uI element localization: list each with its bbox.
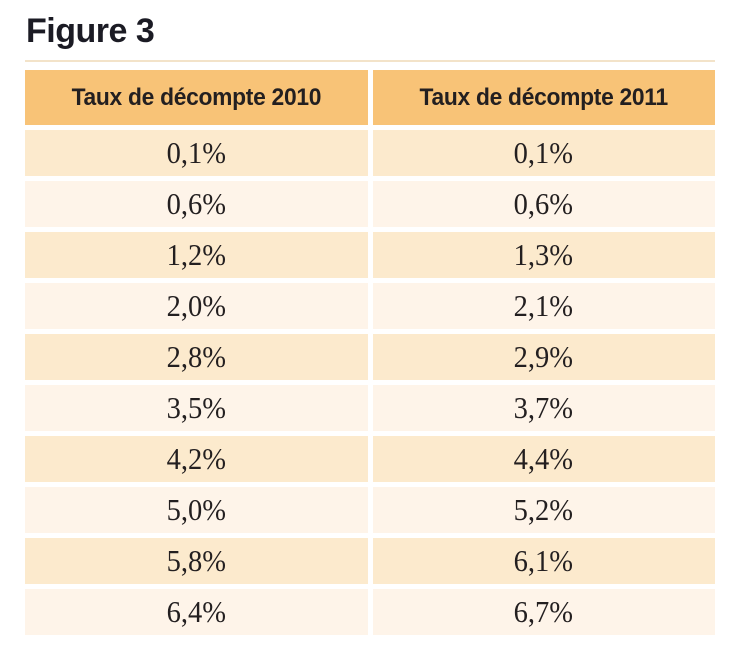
table-cell: 2,8%: [25, 334, 368, 380]
table-row: 2,0% 2,1%: [25, 283, 715, 329]
rates-table: Taux de décompte 2010 Taux de décompte 2…: [25, 70, 715, 640]
table-row: 0,6% 0,6%: [25, 181, 715, 227]
table-cell: 5,2%: [372, 487, 715, 533]
column-header-2010-label: Taux de décompte 2010: [71, 83, 322, 111]
table-cell: 3,5%: [25, 385, 368, 431]
table-row: 0,1% 0,1%: [25, 130, 715, 176]
table-row: 6,4% 6,7%: [25, 589, 715, 635]
table-cell: 6,1%: [372, 538, 715, 584]
column-header-2011: Taux de décompte 2011: [372, 70, 715, 125]
figure-title: Figure 3: [26, 12, 155, 50]
table-row: 5,0% 5,2%: [25, 487, 715, 533]
table-row: 5,8% 6,1%: [25, 538, 715, 584]
table-cell: 0,6%: [372, 181, 715, 227]
table-cell: 6,7%: [372, 589, 715, 635]
table-cell: 4,4%: [372, 436, 715, 482]
table-cell: 5,8%: [25, 538, 368, 584]
table-cell: 1,2%: [25, 232, 368, 278]
table-cell: 5,0%: [25, 487, 368, 533]
table-header-row: Taux de décompte 2010 Taux de décompte 2…: [25, 70, 715, 125]
table-row: 1,2% 1,3%: [25, 232, 715, 278]
table-cell: 2,9%: [372, 334, 715, 380]
table-cell: 6,4%: [25, 589, 368, 635]
table-cell: 4,2%: [25, 436, 368, 482]
table-cell: 1,3%: [372, 232, 715, 278]
table-row: 4,2% 4,4%: [25, 436, 715, 482]
column-header-2011-label: Taux de décompte 2011: [419, 83, 669, 111]
table-cell: 2,1%: [372, 283, 715, 329]
table-cell: 0,1%: [25, 130, 368, 176]
table-cell: 2,0%: [25, 283, 368, 329]
table-cell: 0,1%: [372, 130, 715, 176]
table-cell: 0,6%: [25, 181, 368, 227]
column-header-2010: Taux de décompte 2010: [25, 70, 368, 125]
table-row: 2,8% 2,9%: [25, 334, 715, 380]
table-cell: 3,7%: [372, 385, 715, 431]
table-row: 3,5% 3,7%: [25, 385, 715, 431]
top-rule-divider: [25, 60, 715, 62]
